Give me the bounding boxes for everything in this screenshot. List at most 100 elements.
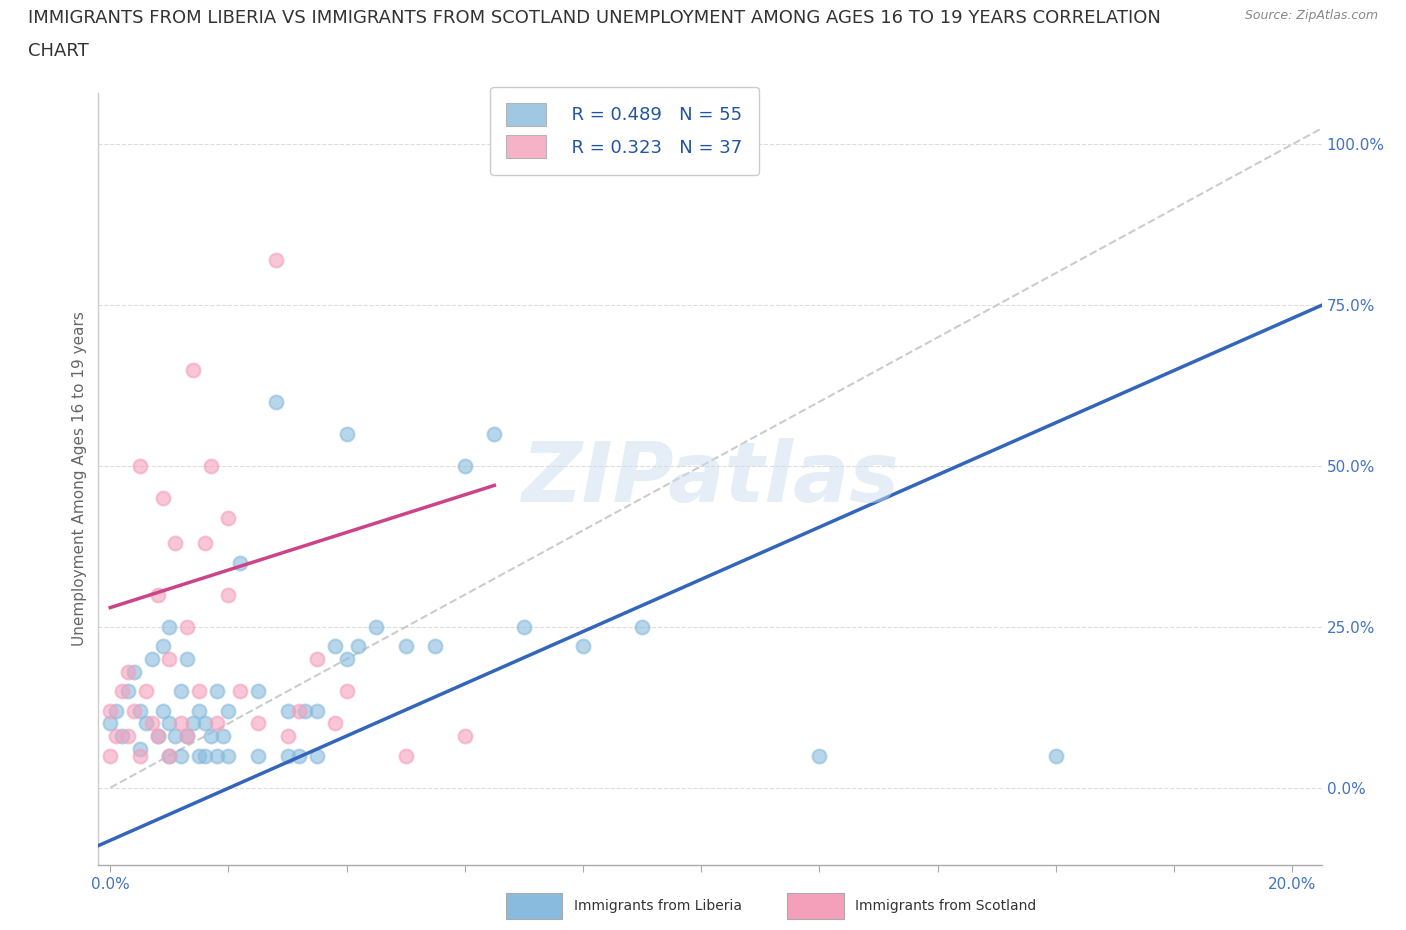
Point bbox=[157, 652, 180, 667]
Point bbox=[200, 458, 222, 473]
Point bbox=[336, 684, 359, 698]
Point bbox=[276, 703, 298, 718]
Point bbox=[484, 427, 506, 442]
Point bbox=[336, 652, 359, 667]
Text: Immigrants from Liberia: Immigrants from Liberia bbox=[574, 898, 741, 913]
Point bbox=[246, 748, 269, 763]
Point bbox=[181, 716, 204, 731]
Point bbox=[170, 684, 193, 698]
Legend:   R = 0.489   N = 55,   R = 0.323   N = 37: R = 0.489 N = 55, R = 0.323 N = 37 bbox=[489, 86, 759, 175]
Text: Immigrants from Scotland: Immigrants from Scotland bbox=[855, 898, 1036, 913]
Point bbox=[105, 703, 128, 718]
Point bbox=[631, 619, 654, 634]
Point bbox=[157, 748, 180, 763]
Point bbox=[146, 729, 169, 744]
Point bbox=[217, 588, 239, 603]
Point bbox=[276, 729, 298, 744]
Point bbox=[152, 639, 174, 654]
Point bbox=[117, 665, 139, 680]
Point bbox=[146, 729, 169, 744]
Point bbox=[217, 511, 239, 525]
Point bbox=[122, 665, 145, 680]
Point bbox=[157, 716, 180, 731]
Point bbox=[157, 619, 180, 634]
Point bbox=[152, 703, 174, 718]
Point bbox=[288, 703, 311, 718]
Point bbox=[128, 458, 150, 473]
Point bbox=[105, 729, 128, 744]
Point bbox=[135, 716, 157, 731]
Point bbox=[117, 729, 139, 744]
Point bbox=[454, 458, 477, 473]
Point bbox=[425, 639, 447, 654]
Point bbox=[98, 748, 121, 763]
Point bbox=[152, 491, 174, 506]
Point bbox=[323, 716, 346, 731]
Point bbox=[98, 716, 121, 731]
Point bbox=[141, 652, 163, 667]
Point bbox=[454, 729, 477, 744]
Point bbox=[176, 729, 198, 744]
Point bbox=[395, 748, 418, 763]
Point bbox=[176, 652, 198, 667]
Point bbox=[194, 536, 217, 551]
Point bbox=[135, 684, 157, 698]
Point bbox=[187, 684, 209, 698]
Point bbox=[336, 427, 359, 442]
Point bbox=[323, 639, 346, 654]
Point bbox=[170, 716, 193, 731]
Point bbox=[264, 253, 287, 268]
Point bbox=[146, 588, 169, 603]
Point bbox=[513, 619, 536, 634]
Point bbox=[205, 716, 228, 731]
Point bbox=[111, 684, 134, 698]
Point bbox=[264, 394, 287, 409]
Point bbox=[347, 639, 370, 654]
Point bbox=[128, 703, 150, 718]
Point bbox=[205, 748, 228, 763]
Point bbox=[122, 703, 145, 718]
Point bbox=[194, 748, 217, 763]
Point bbox=[276, 748, 298, 763]
Point bbox=[307, 748, 329, 763]
Point bbox=[170, 748, 193, 763]
Point bbox=[117, 684, 139, 698]
Point bbox=[808, 748, 831, 763]
Point bbox=[211, 729, 233, 744]
Point bbox=[307, 703, 329, 718]
Point bbox=[1045, 748, 1067, 763]
Point bbox=[111, 729, 134, 744]
Point bbox=[229, 684, 252, 698]
Point bbox=[187, 748, 209, 763]
Point bbox=[246, 684, 269, 698]
Point bbox=[217, 748, 239, 763]
Point bbox=[165, 536, 187, 551]
Y-axis label: Unemployment Among Ages 16 to 19 years: Unemployment Among Ages 16 to 19 years bbox=[72, 312, 87, 646]
Point bbox=[307, 652, 329, 667]
Point bbox=[294, 703, 316, 718]
Point bbox=[288, 748, 311, 763]
Point bbox=[246, 716, 269, 731]
Point bbox=[176, 619, 198, 634]
Point bbox=[395, 639, 418, 654]
Point bbox=[194, 716, 217, 731]
Point bbox=[128, 742, 150, 757]
Point bbox=[181, 362, 204, 377]
Point bbox=[98, 703, 121, 718]
Text: IMMIGRANTS FROM LIBERIA VS IMMIGRANTS FROM SCOTLAND UNEMPLOYMENT AMONG AGES 16 T: IMMIGRANTS FROM LIBERIA VS IMMIGRANTS FR… bbox=[28, 9, 1161, 27]
Point bbox=[572, 639, 595, 654]
Point bbox=[229, 555, 252, 570]
Point bbox=[205, 684, 228, 698]
Text: CHART: CHART bbox=[28, 42, 89, 60]
Point bbox=[128, 748, 150, 763]
Point bbox=[141, 716, 163, 731]
Point bbox=[366, 619, 388, 634]
Point bbox=[157, 748, 180, 763]
Point bbox=[200, 729, 222, 744]
Point bbox=[187, 703, 209, 718]
Point bbox=[165, 729, 187, 744]
Text: ZIPatlas: ZIPatlas bbox=[522, 438, 898, 520]
Point bbox=[217, 703, 239, 718]
Point bbox=[176, 729, 198, 744]
Text: Source: ZipAtlas.com: Source: ZipAtlas.com bbox=[1244, 9, 1378, 22]
